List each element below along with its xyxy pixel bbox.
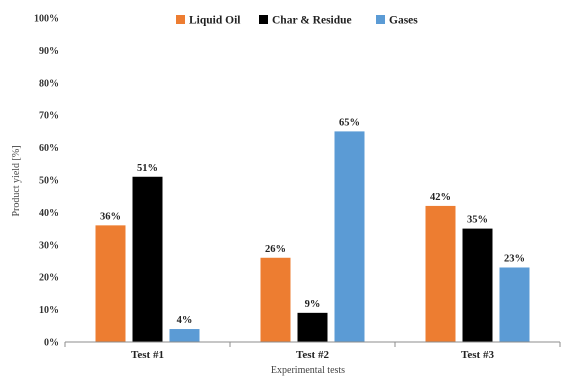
bar [334,131,365,342]
bar [132,176,163,342]
y-tick-label: 10% [39,305,59,316]
legend-swatch [176,15,185,24]
bar [462,228,493,342]
data-label: 4% [177,315,193,326]
legend-swatch [259,15,268,24]
bar [260,257,291,342]
data-label: 26% [265,244,286,255]
x-axis: Test #1 Test #2 Test #3 [64,341,561,361]
y-axis-title: Product yield [%] [11,145,22,216]
y-tick-label: 20% [39,273,59,284]
data-label: 65% [339,117,360,128]
y-tick-label: 40% [39,208,59,219]
legend: Liquid Oil Char & Residue Gases [176,15,418,27]
legend-entry: Gases [389,15,418,27]
data-label: 42% [430,192,451,203]
x-axis-title: Experimental tests [271,365,345,376]
bar [425,205,456,342]
legend-entry: Liquid Oil [189,15,240,27]
y-tick-label: 100% [34,14,59,25]
y-axis: 0% 10% 20% 30% 40% 50% 60% 70% 80% 90% 100% [34,14,59,349]
x-category-label: Test #2 [296,349,329,361]
data-label: 51% [137,163,158,174]
data-label: 23% [504,253,525,264]
data-label: 36% [100,211,121,222]
data-label: 35% [467,215,488,226]
x-category-label: Test #1 [131,349,164,361]
bar [297,312,328,342]
bar [169,329,200,342]
bar [95,225,126,342]
legend-swatch [376,15,385,24]
y-tick-label: 50% [39,176,59,187]
y-tick-label: 90% [39,46,59,57]
x-category-label: Test #3 [461,349,494,361]
y-tick-label: 80% [39,78,59,89]
bar [499,267,530,342]
data-label: 9% [305,299,321,310]
y-tick-label: 60% [39,143,59,154]
y-tick-label: 0% [44,338,59,349]
y-tick-label: 30% [39,240,59,251]
legend-entry: Char & Residue [272,15,352,27]
bars: 36% 51% 4% 26% 9% 65% 42% 35% 23% [95,117,530,342]
y-tick-label: 70% [39,111,59,122]
